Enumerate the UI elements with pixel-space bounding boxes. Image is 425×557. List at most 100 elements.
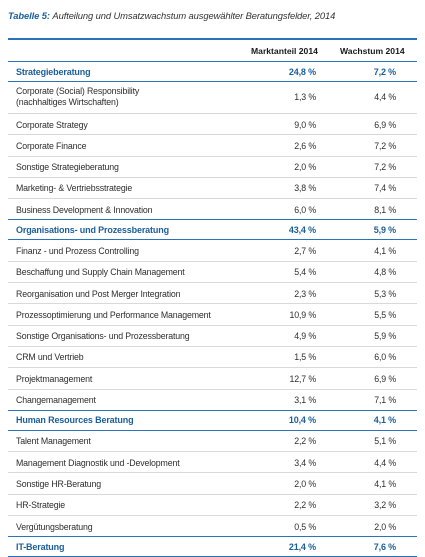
growth-value: 5,3 % [374, 288, 396, 299]
market-share-value: 1,3 % [294, 92, 316, 102]
market-share-value: 6,0 % [294, 204, 316, 215]
growth-value: 4,4 % [374, 92, 396, 102]
row-label: Corporate Strategy [16, 119, 88, 130]
group-row: IT-Beratung 21,4 % 7,6 % [8, 536, 417, 557]
market-share-value: 1,5 % [294, 352, 316, 363]
growth-value: 4,1 % [374, 478, 396, 489]
row-label: Sonstige HR-Beratung [16, 478, 102, 489]
market-share-value: 5,4 % [294, 267, 316, 278]
row-label: CRM und Vertrieb [16, 352, 84, 363]
row-label: Corporate Finance [16, 140, 87, 151]
growth-value: 4,8 % [374, 267, 396, 278]
market-share-value: 10,9 % [289, 309, 317, 320]
table-row: Sonstige Strategieberatung 2,0 % 7,2 % [8, 157, 417, 178]
table-row: Business Development & Innovation 6,0 % 8,… [8, 199, 417, 219]
growth-value: 4,1 % [374, 245, 396, 256]
table-row: Corporate Finance 2,6 % 7,2 % [8, 135, 417, 157]
growth-value: 7,2 % [373, 66, 396, 77]
growth-value: 5,1 % [374, 436, 396, 447]
growth-value: 5,5 % [374, 309, 396, 320]
group-label: Strategieberatung [16, 66, 91, 77]
table-row: Sonstige HR-Beratung 2,0 % 4,1 % [8, 473, 417, 495]
market-share-value: 43,4 % [288, 224, 316, 235]
growth-value: 2,0 % [374, 521, 396, 532]
group-label: IT-Beratung [16, 541, 65, 552]
row-label: HR-Strategie [16, 500, 66, 511]
group-label: Human Resources Beratung [16, 415, 134, 426]
row-label: Changemanagement [16, 395, 96, 406]
table-row: HR-Strategie 2,2 % 3,2 % [8, 495, 417, 517]
table-row: Vergütungsberatung 0,5 % 2,0 % [8, 516, 417, 536]
table-row: Finanz - und Prozess Controlling 2,7 % 4,1… [8, 240, 417, 262]
row-label: Beschaffung und Supply Chain Management [16, 267, 185, 278]
table-row: Reorganisation und Post Merger Integrati… [8, 283, 417, 305]
growth-value: 7,4 % [374, 183, 396, 194]
row-label: Projektmanagement [16, 373, 93, 384]
market-share-value: 2,3 % [294, 288, 316, 299]
caption-lead: Tabelle 5: [8, 10, 50, 21]
growth-value: 7,6 % [373, 541, 396, 552]
market-share-value: 2,2 % [294, 436, 316, 447]
table-row: Sonstige Organisations- und Prozessberat… [8, 326, 417, 347]
column-header-growth: Wachstum 2014 [340, 46, 405, 56]
row-label: Management Diagnostik und -Development [16, 457, 180, 468]
market-share-value: 0,5 % [294, 521, 316, 532]
header-top-rule [8, 38, 417, 40]
row-label: Sonstige Strategieberatung [16, 162, 119, 173]
row-label: Vergütungsberatung [16, 521, 93, 532]
market-share-value: 24,8 % [288, 66, 316, 77]
growth-value: 7,1 % [374, 395, 396, 406]
market-share-value: 21,4 % [288, 541, 316, 552]
table-row: Talent Management 2,2 % 5,1 % [8, 431, 417, 453]
market-share-value: 2,2 % [294, 500, 316, 511]
growth-value: 5,9 % [374, 331, 396, 342]
row-label: Talent Management [16, 436, 91, 447]
table-row: Marketing- & Vertriebsstrategie 3,8 % 7,4 … [8, 178, 417, 200]
table-row: Corporate (Social) Responsibility (nachh… [8, 82, 417, 114]
group-row: Organisations- und Prozessberatung 43,4 %… [8, 219, 417, 241]
market-share-value: 2,0 % [294, 162, 316, 173]
market-share-value: 2,0 % [294, 478, 316, 489]
table-row: Beschaffung und Supply Chain Management 5… [8, 262, 417, 284]
row-label: Reorganisation und Post Merger Integrati… [16, 288, 181, 299]
growth-value: 7,2 % [374, 162, 396, 173]
market-share-value: 3,4 % [294, 457, 316, 468]
growth-value: 6,9 % [374, 119, 396, 130]
column-header-share: Marktanteil 2014 [251, 46, 318, 56]
market-share-value: 9,0 % [294, 119, 316, 130]
data-table: Marktanteil 2014 Wachstum 2014 Strategie… [8, 38, 417, 557]
growth-value: 5,9 % [373, 224, 396, 235]
table-row: CRM und Vertrieb 1,5 % 6,0 % [8, 347, 417, 369]
table-row: Changemanagement 3,1 % 7,1 % [8, 390, 417, 410]
market-share-value: 4,9 % [294, 331, 316, 342]
growth-value: 3,2 % [374, 500, 396, 511]
row-label: Prozessoptimierung und Performance Manag… [16, 309, 211, 320]
growth-value: 4,4 % [374, 457, 396, 468]
table-caption: Tabelle 5: Aufteilung und Umsatzwachstum… [8, 10, 335, 21]
growth-value: 8,1 % [374, 204, 396, 215]
table-row: Management Diagnostik und -Development 3,… [8, 452, 417, 474]
table-row: Prozessoptimierung und Performance Manag… [8, 304, 417, 326]
market-share-value: 2,7 % [294, 245, 316, 256]
row-label: Corporate (Social) Responsibility (nachh… [16, 86, 140, 107]
row-label: Sonstige Organisations- und Prozessberat… [16, 331, 190, 342]
growth-value: 6,0 % [374, 352, 396, 363]
row-label: Marketing- & Vertriebsstrategie [16, 183, 133, 194]
caption-text: Aufteilung und Umsatzwachstum ausgewählt… [52, 10, 336, 21]
row-label: Business Development & Innovation [16, 204, 153, 215]
table-row: Projektmanagement 12,7 % 6,9 % [8, 368, 417, 390]
group-row: Strategieberatung 24,8 % 7,2 % [8, 61, 417, 82]
row-label: Finanz - und Prozess Controlling [16, 245, 139, 256]
growth-value: 4,1 % [373, 415, 396, 426]
table-body: Strategieberatung 24,8 % 7,2 % Corporate (S… [8, 61, 417, 557]
market-share-value: 2,6 % [294, 140, 316, 151]
market-share-value: 10,4 % [288, 415, 316, 426]
market-share-value: 3,8 % [294, 183, 316, 194]
group-row: Human Resources Beratung 10,4 % 4,1 % [8, 409, 417, 431]
market-share-value: 3,1 % [294, 395, 316, 406]
table-row: Corporate Strategy 9,0 % 6,9 % [8, 114, 417, 136]
growth-value: 7,2 % [374, 140, 396, 151]
group-label: Organisations- und Prozessberatung [16, 224, 169, 235]
growth-value: 6,9 % [374, 373, 396, 384]
market-share-value: 12,7 % [289, 373, 317, 384]
